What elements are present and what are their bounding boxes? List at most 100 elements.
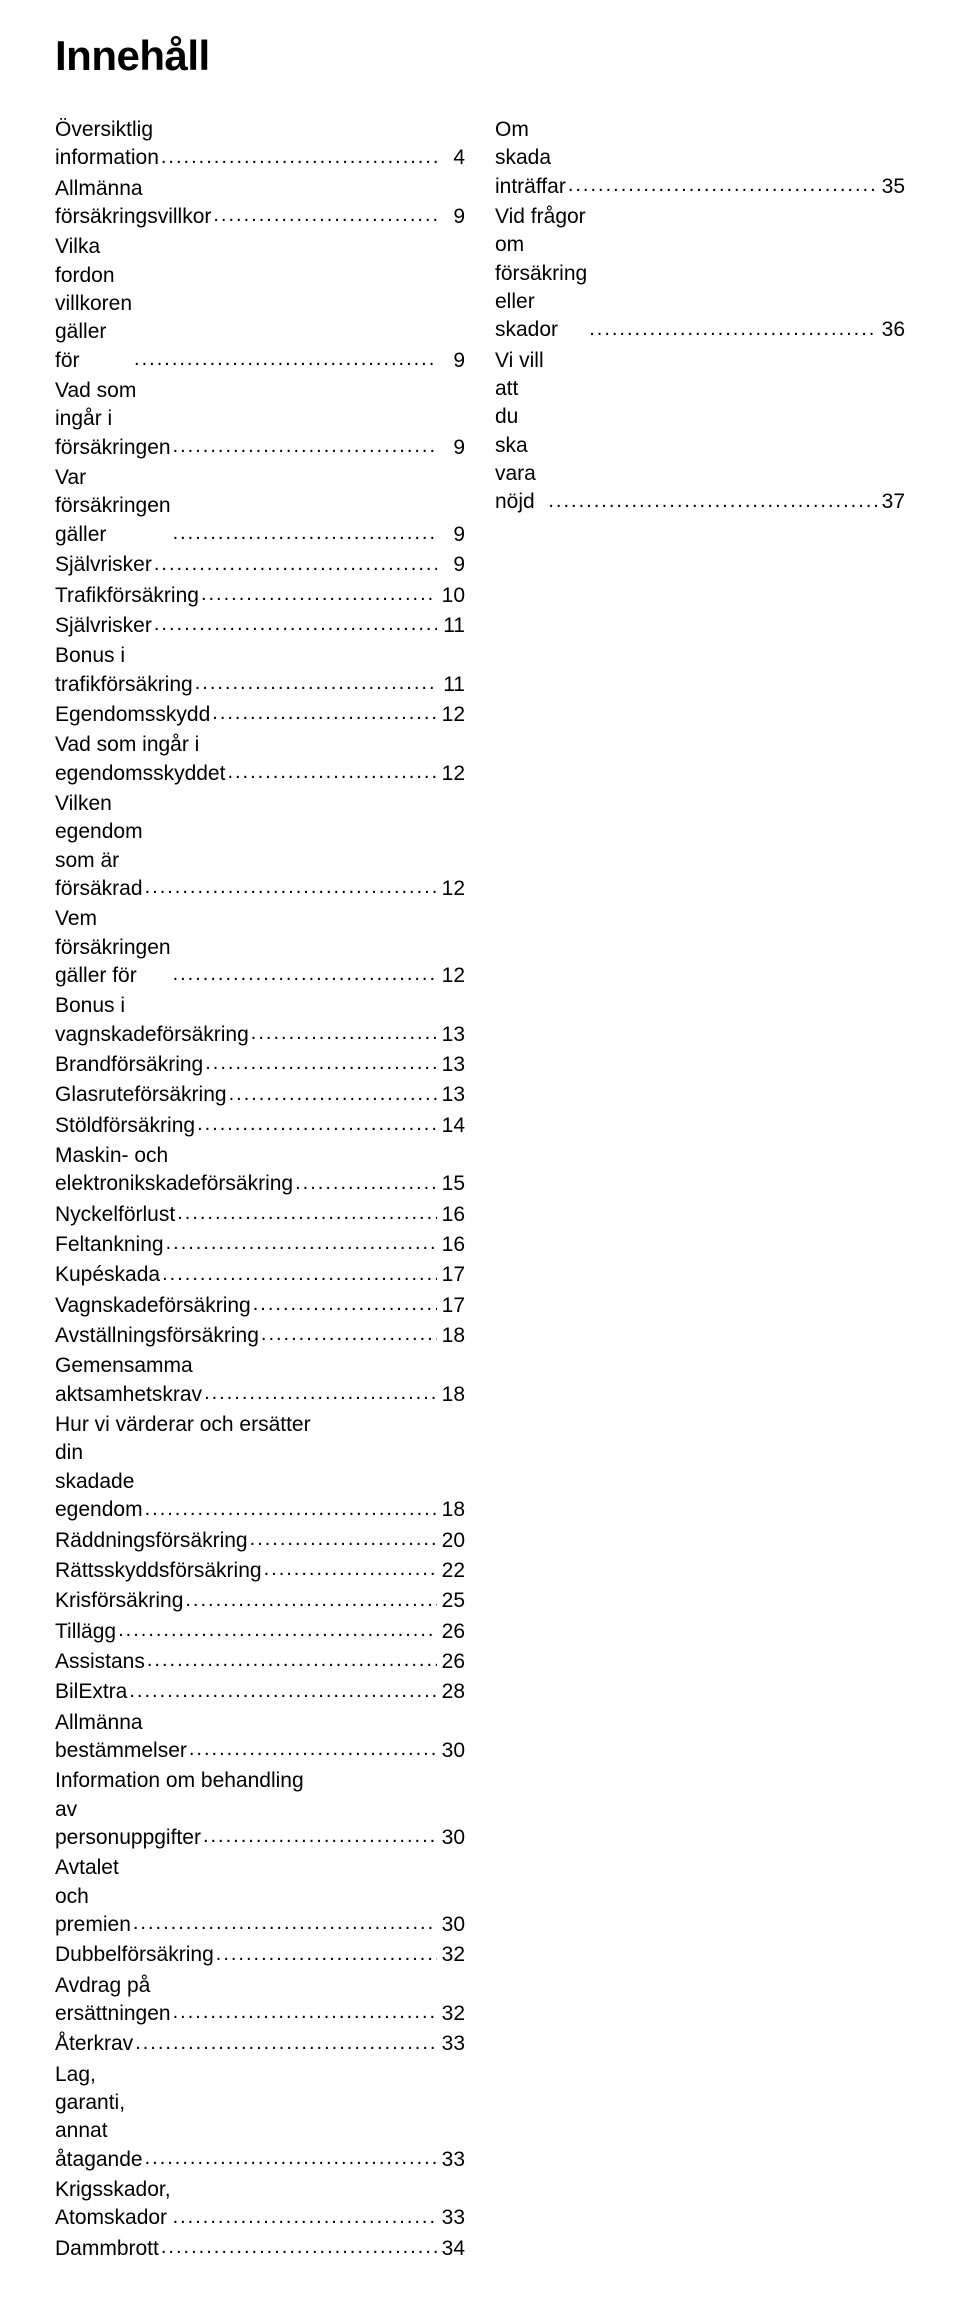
toc-label: Dubbelförsäkring <box>55 1941 214 1969</box>
toc-label: Vem försäkringen gäller för <box>55 905 171 990</box>
toc-page-number: 16 <box>437 1231 465 1259</box>
toc-page-number: 32 <box>437 1941 465 1969</box>
toc-page-number: 18 <box>437 1322 465 1350</box>
toc-label: Krisförsäkring <box>55 1587 183 1615</box>
toc-label: Avtalet och premien <box>55 1854 131 1939</box>
toc-label: Om skada inträffar <box>495 116 566 201</box>
toc-entry[interactable]: Avtalet och premien.....................… <box>55 1854 465 1939</box>
toc-entry[interactable]: Assistans...............................… <box>55 1648 465 1676</box>
toc-page-number: 13 <box>437 1051 465 1079</box>
toc-leader: ........................................… <box>201 1823 437 1850</box>
toc-entry[interactable]: Vilka fordon villkoren gäller för.......… <box>55 233 465 375</box>
toc-label: Självrisker <box>55 612 152 640</box>
toc-page-number: 20 <box>437 1527 465 1555</box>
toc-label: Krigsskador, Atomskador <box>55 2176 171 2233</box>
toc-entry[interactable]: Vem försäkringen gäller för.............… <box>55 905 465 990</box>
toc-entry[interactable]: Tillägg.................................… <box>55 1618 465 1646</box>
toc-leader: ........................................… <box>132 346 437 373</box>
toc-entry[interactable]: Räddningsförsäkring.....................… <box>55 1527 465 1555</box>
toc-entry[interactable]: Bonus i trafikförsäkring................… <box>55 642 465 699</box>
toc-page-number: 30 <box>437 1911 465 1939</box>
toc-label: Feltankning <box>55 1231 164 1259</box>
toc-page-number: 18 <box>437 1496 465 1524</box>
toc-entry[interactable]: Vi vill att du ska vara nöjd............… <box>495 347 905 517</box>
toc-entry[interactable]: Avdrag på ersättningen..................… <box>55 1972 465 2029</box>
toc-page-number: 32 <box>437 2000 465 2028</box>
toc-entry[interactable]: Vid frågor om försäkring eller skador...… <box>495 203 905 345</box>
toc-page-number: 26 <box>437 1618 465 1646</box>
toc-page-number: 17 <box>437 1292 465 1320</box>
toc-label: Vilka fordon villkoren gäller för <box>55 233 132 375</box>
toc-page-number: 25 <box>437 1587 465 1615</box>
toc-page-number: 9 <box>437 347 465 375</box>
toc-label: Hur vi värderar och ersätter <box>55 1411 465 1439</box>
toc-page-number: 12 <box>437 962 465 990</box>
toc-leader: ........................................… <box>183 1587 437 1614</box>
toc-leader: ........................................… <box>164 1230 437 1257</box>
toc-entry[interactable]: Krisförsäkring..........................… <box>55 1587 465 1615</box>
toc-entry[interactable]: Återkrav................................… <box>55 2030 465 2058</box>
toc-entry[interactable]: Självrisker.............................… <box>55 551 465 579</box>
toc-entry[interactable]: Hur vi värderar och ersätterdin skadade … <box>55 1411 465 1524</box>
toc-leader: ........................................… <box>566 172 877 199</box>
toc-label: Information om behandling <box>55 1767 465 1795</box>
toc-entry[interactable]: Översiktlig information.................… <box>55 116 465 173</box>
toc-leader: ........................................… <box>131 1910 437 1937</box>
toc-entry[interactable]: Krigsskador, Atomskador.................… <box>55 2176 465 2233</box>
toc-label: Rättsskyddsförsäkring <box>55 1557 262 1585</box>
toc-entry[interactable]: Allmänna försäkringsvillkor.............… <box>55 175 465 232</box>
toc-leader: ........................................… <box>202 1380 437 1407</box>
toc-entry[interactable]: Feltankning.............................… <box>55 1231 465 1259</box>
toc-page-number: 11 <box>437 671 465 699</box>
toc-page-number: 13 <box>437 1081 465 1109</box>
toc-leader: ........................................… <box>293 1170 437 1197</box>
toc-entry[interactable]: BilExtra................................… <box>55 1678 465 1706</box>
toc-label: Trafikförsäkring <box>55 582 199 610</box>
toc-page-number: 34 <box>437 2235 465 2263</box>
toc-label: Egendomsskydd <box>55 701 210 729</box>
toc-column-right: Om skada inträffar......................… <box>495 116 905 519</box>
toc-page-number: 12 <box>437 701 465 729</box>
toc-label: Maskin- och elektronikskadeförsäkring <box>55 1142 293 1199</box>
toc-entry[interactable]: Gemensamma aktsamhetskrav...............… <box>55 1352 465 1409</box>
toc-label: av personuppgifter <box>55 1796 201 1853</box>
toc-leader: ........................................… <box>249 1020 437 1047</box>
toc-entry[interactable]: Rättsskyddsförsäkring...................… <box>55 1557 465 1585</box>
toc-page-number: 33 <box>437 2204 465 2232</box>
toc-entry[interactable]: Glasruteförsäkring......................… <box>55 1081 465 1109</box>
toc-page-number: 10 <box>437 582 465 610</box>
toc-entry[interactable]: Dammbrott...............................… <box>55 2235 465 2263</box>
toc-entry[interactable]: Maskin- och elektronikskadeförsäkring...… <box>55 1142 465 1199</box>
toc-entry[interactable]: Avställningsförsäkring..................… <box>55 1322 465 1350</box>
toc-entry[interactable]: Stöldförsäkring.........................… <box>55 1112 465 1140</box>
toc-page-number: 28 <box>437 1678 465 1706</box>
toc-entry[interactable]: Lag, garanti, annat åtagande............… <box>55 2061 465 2174</box>
toc-entry[interactable]: Information om behandlingav personuppgif… <box>55 1767 465 1852</box>
toc-leader: ........................................… <box>195 1111 437 1138</box>
toc-entry[interactable]: Vagnskadeförsäkring.....................… <box>55 1292 465 1320</box>
toc-entry[interactable]: Vilken egendom som är försäkrad.........… <box>55 790 465 903</box>
toc-entry[interactable]: Vad som ingår i egendomsskyddet.........… <box>55 731 465 788</box>
toc-entry[interactable]: Självrisker.............................… <box>55 612 465 640</box>
toc-entry[interactable]: Dubbelförsäkring........................… <box>55 1941 465 1969</box>
toc-leader: ........................................… <box>546 488 877 515</box>
toc-entry[interactable]: Egendomsskydd...........................… <box>55 701 465 729</box>
toc-leader: ........................................… <box>199 581 437 608</box>
toc-leader: ........................................… <box>211 202 437 229</box>
toc-page-number: 33 <box>437 2146 465 2174</box>
toc-leader: ........................................… <box>259 1321 437 1348</box>
toc-leader: ........................................… <box>116 1617 437 1644</box>
toc-leader: ........................................… <box>127 1678 437 1705</box>
toc-entry[interactable]: Trafikförsäkring........................… <box>55 582 465 610</box>
toc-entry[interactable]: Nyckelförlust...........................… <box>55 1201 465 1229</box>
toc-entry[interactable]: Vad som ingår i försäkringen............… <box>55 377 465 462</box>
toc-page-number: 30 <box>437 1824 465 1852</box>
toc-entry[interactable]: Var försäkringen gäller.................… <box>55 464 465 549</box>
toc-leader: ........................................… <box>133 2030 437 2057</box>
toc-entry[interactable]: Om skada inträffar......................… <box>495 116 905 201</box>
toc-entry[interactable]: Brandförsäkring.........................… <box>55 1051 465 1079</box>
toc-label: Vi vill att du ska vara nöjd <box>495 347 546 517</box>
toc-leader: ........................................… <box>227 1081 437 1108</box>
toc-entry[interactable]: Allmänna bestämmelser...................… <box>55 1709 465 1766</box>
toc-entry[interactable]: Bonus i vagnskadeförsäkring.............… <box>55 992 465 1049</box>
